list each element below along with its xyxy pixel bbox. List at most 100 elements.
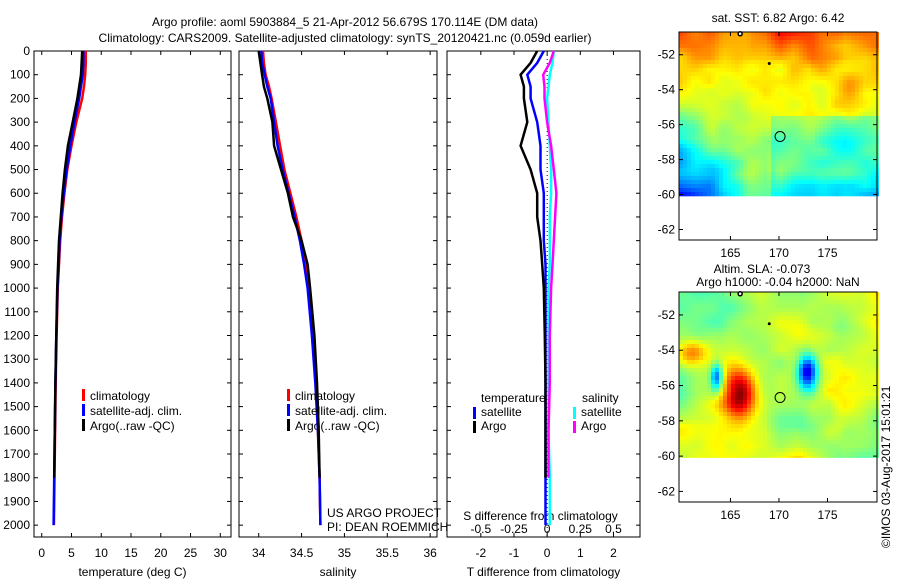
lon-tick-label: 165 [720,246,740,260]
map-cell [819,400,823,404]
map-cell [815,324,819,328]
map-cell [755,44,759,48]
map-cell [843,188,847,192]
map-cell [787,404,791,408]
map-cell [695,100,699,104]
map-cell [867,296,871,300]
map-cell [735,392,739,396]
map-cell [723,104,727,108]
map-cell [811,448,815,452]
map-cell [735,44,739,48]
map-cell [815,396,819,400]
map-cell [831,340,835,344]
map-cell [779,160,783,164]
map-cell [723,308,727,312]
map-cell [771,380,775,384]
map-cell [799,36,803,40]
map-cell [711,144,715,148]
map-cell [679,44,683,48]
map-cell [803,112,807,116]
map-cell [843,100,847,104]
map-cell [679,436,683,440]
map-cell [791,372,795,376]
map-cell [727,144,731,148]
map-cell [719,440,723,444]
map-cell [683,360,687,364]
map-cell [859,92,863,96]
map-cell [683,128,687,132]
map-cell [783,432,787,436]
map-cell [751,40,755,44]
map-cell [835,368,839,372]
map-cell [795,436,799,440]
map-cell [851,52,855,56]
map-cell [795,416,799,420]
map-cell [743,372,747,376]
map-cell [723,360,727,364]
map-cell [783,452,787,456]
map-cell [851,300,855,304]
map-cell [819,120,823,124]
map-cell [679,404,683,408]
map-cell [719,128,723,132]
map-cell [691,368,695,372]
map-cell [795,332,799,336]
map-cell [699,148,703,152]
map-cell [835,448,839,452]
map-cell [775,364,779,368]
map-cell [843,456,847,458]
map-cell [843,120,847,124]
map-cell [859,396,863,400]
map-cell [735,296,739,300]
map-cell [815,312,819,316]
map-cell [863,136,867,140]
map-cell [743,108,747,112]
map-cell [751,292,755,296]
map-cell [695,136,699,140]
map-cell [759,412,763,416]
map-cell [811,48,815,52]
map-cell [695,452,699,456]
map-cell [791,316,795,320]
map-cell [763,136,767,140]
map-cell [727,432,731,436]
map-cell [835,440,839,444]
map-cell [695,356,699,360]
map-cell [871,140,875,144]
map-cell [723,416,727,420]
map-cell [863,388,867,392]
map-cell [823,352,827,356]
map-cell [799,388,803,392]
map-cell [851,308,855,312]
map-cell [711,376,715,380]
map-cell [751,60,755,64]
map-cell [799,80,803,84]
map-cell [723,68,727,72]
map-cell [791,68,795,72]
map-cell [691,424,695,428]
map-cell [711,444,715,448]
map-cell [851,364,855,368]
map-cell [847,348,851,352]
map-cell [815,144,819,148]
map-cell [851,368,855,372]
map-cell [851,440,855,444]
map-cell [687,364,691,368]
map-cell [755,136,759,140]
map-cell [839,308,843,312]
map-cell [851,100,855,104]
map-cell [811,108,815,112]
map-cell [787,168,791,172]
map-cell [819,396,823,400]
map-cell [819,168,823,172]
map-cell [859,100,863,104]
map-cell [807,68,811,72]
map-cell [687,328,691,332]
map-cell [779,140,783,144]
map-cell [859,292,863,296]
map-cell [835,328,839,332]
map-cell [771,140,775,144]
map-cell [811,188,815,192]
map-cell [807,156,811,160]
